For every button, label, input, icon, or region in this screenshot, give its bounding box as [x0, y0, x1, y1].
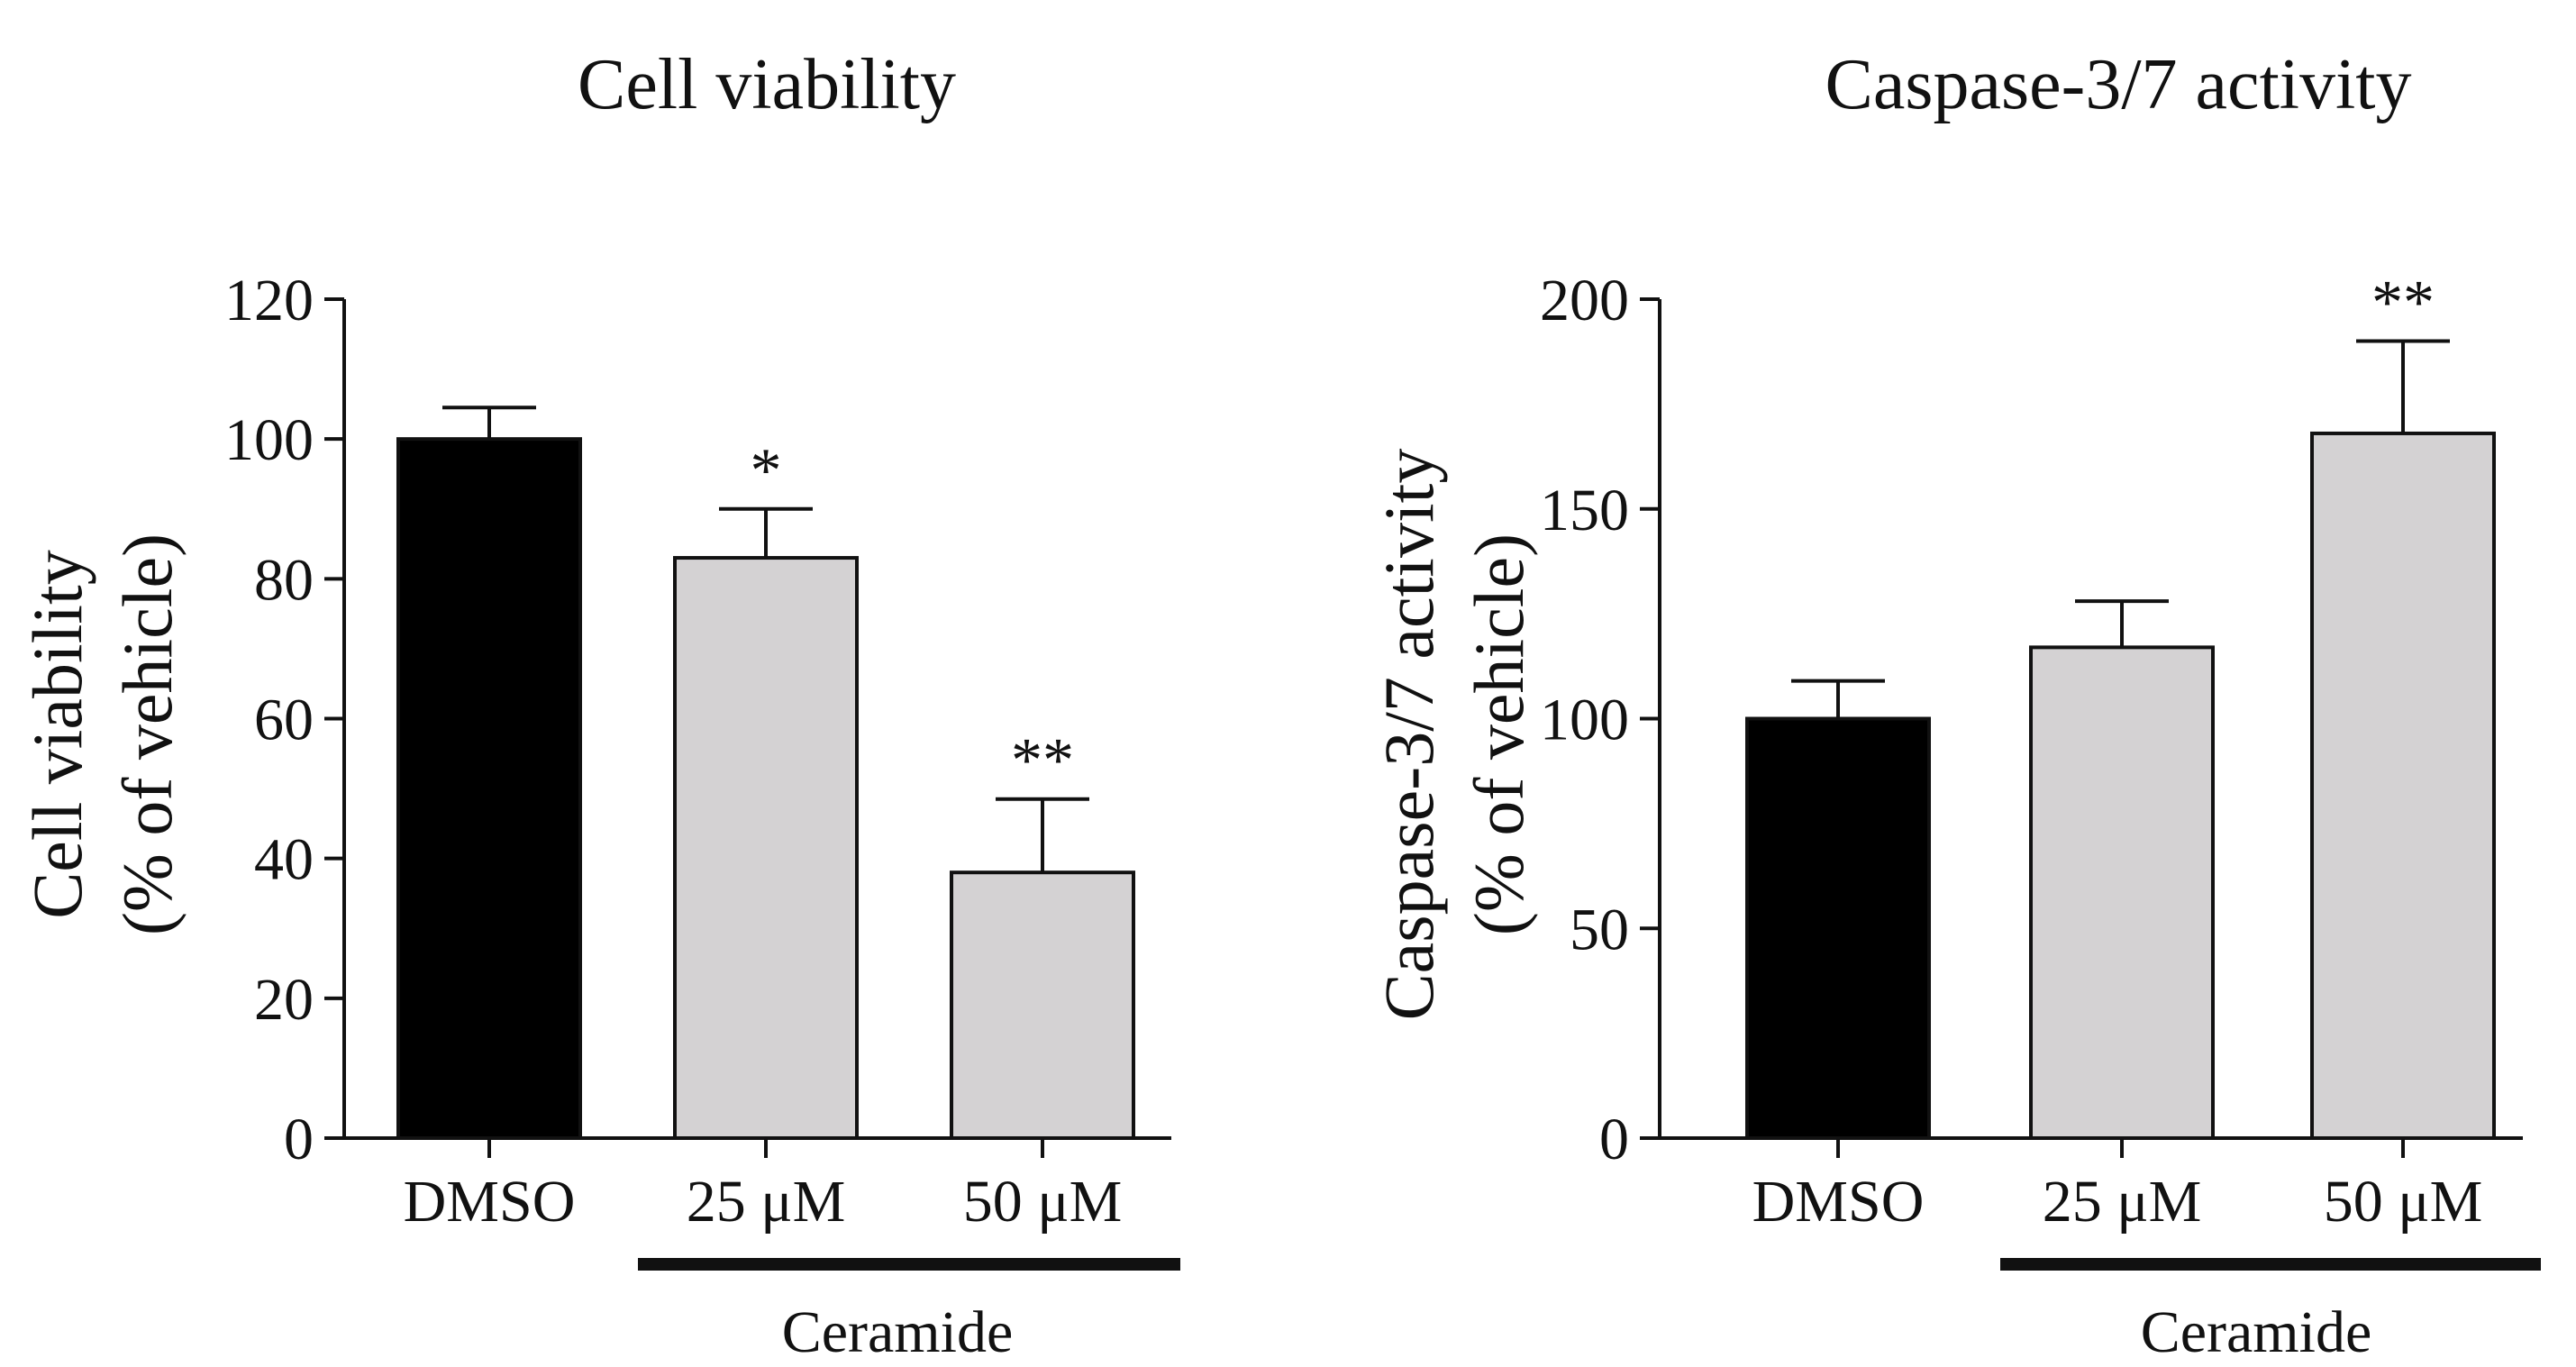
bar — [2029, 645, 2215, 1140]
x-tick-label: 25 μM — [687, 1169, 846, 1235]
y-tick-label: 60 — [254, 688, 314, 753]
significance-label: ** — [1011, 726, 1074, 796]
y-tick-label: 20 — [254, 967, 314, 1033]
bar — [396, 437, 582, 1140]
chart-title: Cell viability — [578, 45, 956, 124]
x-tick-label: 50 μM — [963, 1169, 1123, 1235]
y-axis-label-units: (% of vehicle) — [1460, 533, 1538, 935]
bar — [2310, 431, 2496, 1140]
x-tick-label: DMSO — [404, 1169, 576, 1235]
significance-label: ** — [2371, 269, 2435, 338]
x-tick-label: DMSO — [1752, 1169, 1925, 1235]
y-tick-label: 0 — [284, 1107, 314, 1172]
significance-label: * — [751, 436, 782, 506]
caspase-activity-chart: Caspase-3/7 activity Caspase-3/7 activity… — [1370, 45, 2541, 1365]
y-tick-label: 50 — [1570, 897, 1629, 962]
chart-title: Caspase-3/7 activity — [1825, 45, 2412, 124]
y-tick-label: 80 — [254, 547, 314, 613]
y-tick-label: 120 — [224, 268, 314, 333]
bar — [673, 556, 859, 1140]
y-tick-label: 150 — [1540, 478, 1629, 543]
y-axis-label-units: (% of vehicle) — [108, 533, 187, 935]
y-tick-label: 0 — [1599, 1107, 1629, 1172]
y-tick-label: 100 — [224, 407, 314, 473]
x-tick-label: 50 μM — [2324, 1169, 2483, 1235]
bar — [1745, 716, 1931, 1140]
group-label: Ceramide — [782, 1299, 1014, 1365]
y-tick-label: 100 — [1540, 688, 1629, 753]
group-label: Ceramide — [2141, 1299, 2372, 1365]
bar — [950, 870, 1135, 1141]
y-axis-label: Cell viability — [18, 550, 96, 918]
y-axis-label: Caspase-3/7 activity — [1370, 449, 1448, 1021]
y-tick-label: 200 — [1540, 268, 1629, 333]
y-tick-label: 40 — [254, 827, 314, 893]
x-tick-label: 25 μM — [2043, 1169, 2202, 1235]
